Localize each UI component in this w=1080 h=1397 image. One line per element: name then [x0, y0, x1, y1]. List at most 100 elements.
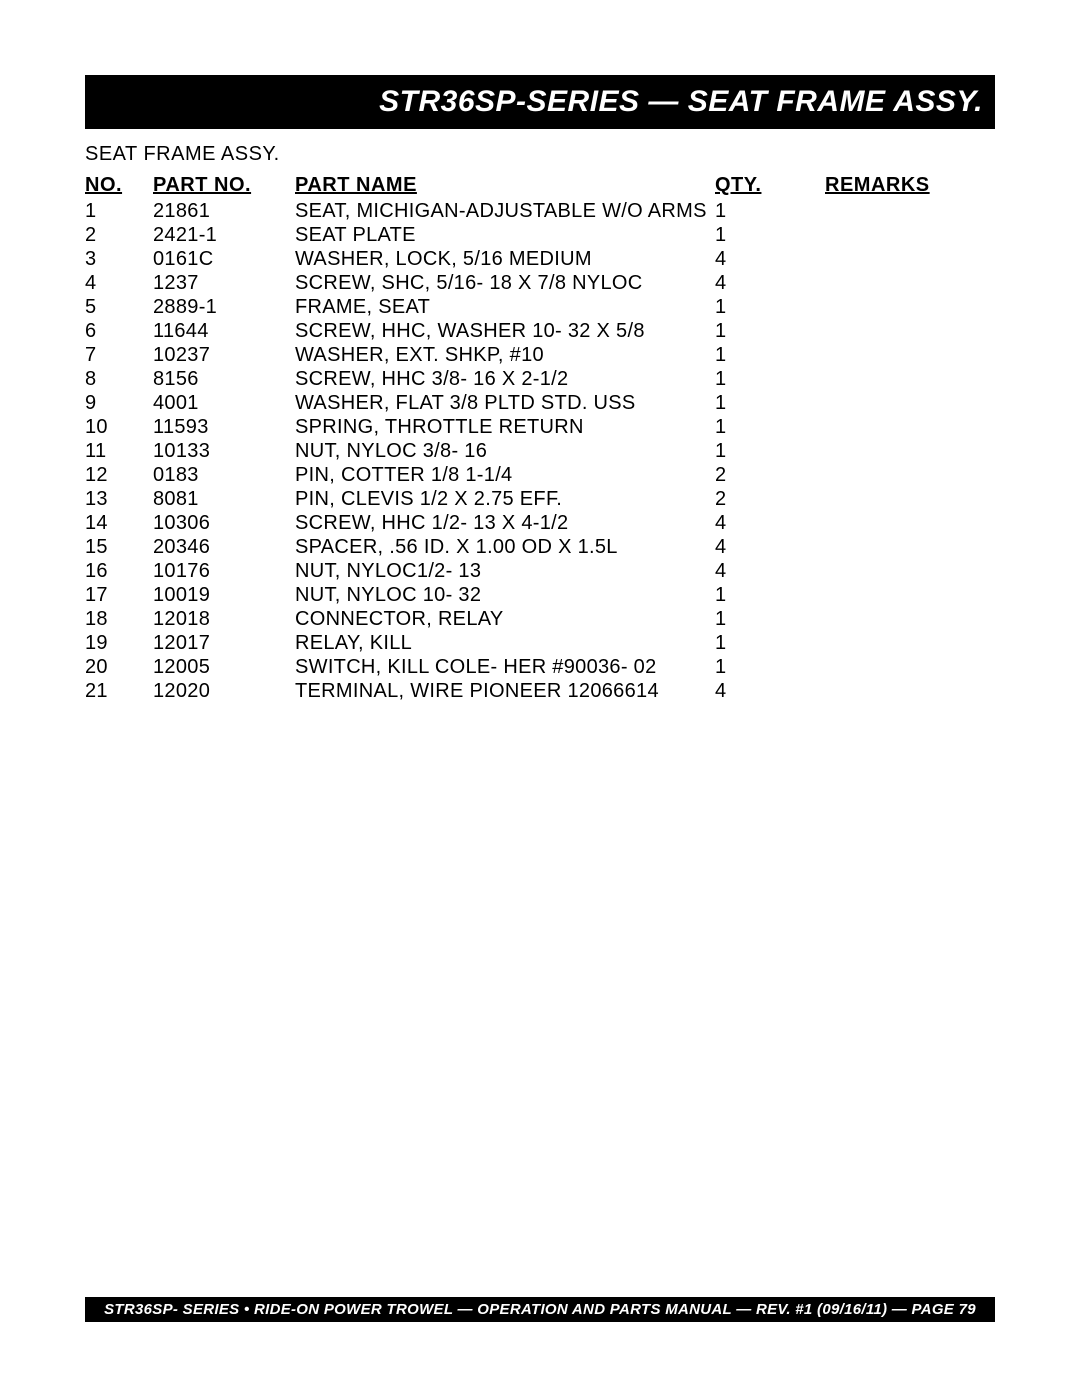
cell-qty: 4 [715, 271, 825, 295]
cell-partno: 10133 [153, 439, 295, 463]
cell-remarks [825, 367, 995, 391]
cell-no: 11 [85, 439, 153, 463]
cell-name: CONNECTOR, RELAY [295, 607, 715, 631]
cell-name: TERMINAL, WIRE PIONEER 12066614 [295, 679, 715, 703]
table-row: 1710019NUT, NYLOC 10- 321 [85, 583, 995, 607]
cell-name: SCREW, HHC 3/8- 16 X 2-1/2 [295, 367, 715, 391]
table-row: 1812018CONNECTOR, RELAY1 [85, 607, 995, 631]
table-row: 1610176NUT, NYLOC1/2- 134 [85, 559, 995, 583]
cell-no: 3 [85, 247, 153, 271]
table-row: 1011593SPRING, THROTTLE RETURN1 [85, 415, 995, 439]
table-row: 2012005SWITCH, KILL COLE- HER #90036- 02… [85, 655, 995, 679]
cell-name: SEAT, MICHIGAN-ADJUSTABLE W/O ARMS [295, 199, 715, 223]
cell-partno: 12018 [153, 607, 295, 631]
title-bar: STR36SP-SERIES — SEAT FRAME ASSY. [85, 75, 995, 129]
cell-qty: 1 [715, 439, 825, 463]
cell-partno: 11593 [153, 415, 295, 439]
cell-qty: 1 [715, 631, 825, 655]
cell-partno: 12017 [153, 631, 295, 655]
cell-qty: 4 [715, 679, 825, 703]
table-row: 1520346SPACER, .56 ID. X 1.00 OD X 1.5L4 [85, 535, 995, 559]
cell-remarks [825, 583, 995, 607]
cell-qty: 2 [715, 487, 825, 511]
cell-name: PIN, COTTER 1/8 1-1/4 [295, 463, 715, 487]
cell-name: PIN, CLEVIS 1/2 X 2.75 EFF. [295, 487, 715, 511]
cell-remarks [825, 247, 995, 271]
cell-partno: 10306 [153, 511, 295, 535]
cell-partno: 4001 [153, 391, 295, 415]
cell-name: SPACER, .56 ID. X 1.00 OD X 1.5L [295, 535, 715, 559]
cell-no: 7 [85, 343, 153, 367]
col-header-name: PART NAME [295, 172, 715, 199]
cell-name: FRAME, SEAT [295, 295, 715, 319]
cell-qty: 1 [715, 223, 825, 247]
table-row: 1912017RELAY, KILL1 [85, 631, 995, 655]
cell-name: WASHER, FLAT 3/8 PLTD STD. USS [295, 391, 715, 415]
cell-no: 15 [85, 535, 153, 559]
cell-no: 4 [85, 271, 153, 295]
cell-no: 13 [85, 487, 153, 511]
cell-no: 17 [85, 583, 153, 607]
table-row: 120183PIN, COTTER 1/8 1-1/42 [85, 463, 995, 487]
cell-qty: 2 [715, 463, 825, 487]
cell-partno: 12020 [153, 679, 295, 703]
cell-partno: 10019 [153, 583, 295, 607]
cell-remarks [825, 439, 995, 463]
cell-partno: 8156 [153, 367, 295, 391]
parts-table: NO. PART NO. PART NAME QTY. REMARKS 1218… [85, 172, 995, 703]
cell-remarks [825, 655, 995, 679]
cell-no: 5 [85, 295, 153, 319]
cell-partno: 8081 [153, 487, 295, 511]
cell-no: 10 [85, 415, 153, 439]
table-row: 41237SCREW, SHC, 5/16- 18 X 7/8 NYLOC4 [85, 271, 995, 295]
cell-partno: 11644 [153, 319, 295, 343]
page-root: STR36SP-SERIES — SEAT FRAME ASSY. SEAT F… [0, 0, 1080, 1397]
table-header-row: NO. PART NO. PART NAME QTY. REMARKS [85, 172, 995, 199]
cell-remarks [825, 343, 995, 367]
cell-remarks [825, 199, 995, 223]
cell-no: 18 [85, 607, 153, 631]
cell-qty: 1 [715, 367, 825, 391]
table-row: 88156SCREW, HHC 3/8- 16 X 2-1/21 [85, 367, 995, 391]
table-row: 1410306SCREW, HHC 1/2- 13 X 4-1/24 [85, 511, 995, 535]
cell-remarks [825, 511, 995, 535]
table-row: 121861SEAT, MICHIGAN-ADJUSTABLE W/O ARMS… [85, 199, 995, 223]
cell-no: 19 [85, 631, 153, 655]
cell-remarks [825, 679, 995, 703]
table-row: 30161CWASHER, LOCK, 5/16 MEDIUM4 [85, 247, 995, 271]
cell-no: 6 [85, 319, 153, 343]
cell-name: SPRING, THROTTLE RETURN [295, 415, 715, 439]
table-row: 710237WASHER, EXT. SHKP, #101 [85, 343, 995, 367]
cell-partno: 2421-1 [153, 223, 295, 247]
cell-name: NUT, NYLOC1/2- 13 [295, 559, 715, 583]
cell-partno: 0161C [153, 247, 295, 271]
cell-remarks [825, 463, 995, 487]
cell-remarks [825, 535, 995, 559]
cell-qty: 4 [715, 535, 825, 559]
table-row: 2112020TERMINAL, WIRE PIONEER 120666144 [85, 679, 995, 703]
cell-qty: 1 [715, 415, 825, 439]
col-header-remarks: REMARKS [825, 172, 995, 199]
cell-remarks [825, 487, 995, 511]
cell-partno: 12005 [153, 655, 295, 679]
cell-name: WASHER, LOCK, 5/16 MEDIUM [295, 247, 715, 271]
cell-name: RELAY, KILL [295, 631, 715, 655]
cell-partno: 10237 [153, 343, 295, 367]
cell-name: NUT, NYLOC 3/8- 16 [295, 439, 715, 463]
table-row: 611644SCREW, HHC, WASHER 10- 32 X 5/81 [85, 319, 995, 343]
cell-remarks [825, 559, 995, 583]
cell-no: 16 [85, 559, 153, 583]
cell-remarks [825, 607, 995, 631]
cell-name: SCREW, SHC, 5/16- 18 X 7/8 NYLOC [295, 271, 715, 295]
cell-name: NUT, NYLOC 10- 32 [295, 583, 715, 607]
section-label: SEAT FRAME ASSY. [85, 143, 995, 166]
cell-remarks [825, 223, 995, 247]
table-row: 22421-1SEAT PLATE1 [85, 223, 995, 247]
cell-qty: 1 [715, 319, 825, 343]
table-row: 1110133NUT, NYLOC 3/8- 161 [85, 439, 995, 463]
cell-remarks [825, 415, 995, 439]
cell-no: 12 [85, 463, 153, 487]
cell-name: SEAT PLATE [295, 223, 715, 247]
cell-qty: 1 [715, 655, 825, 679]
cell-partno: 0183 [153, 463, 295, 487]
